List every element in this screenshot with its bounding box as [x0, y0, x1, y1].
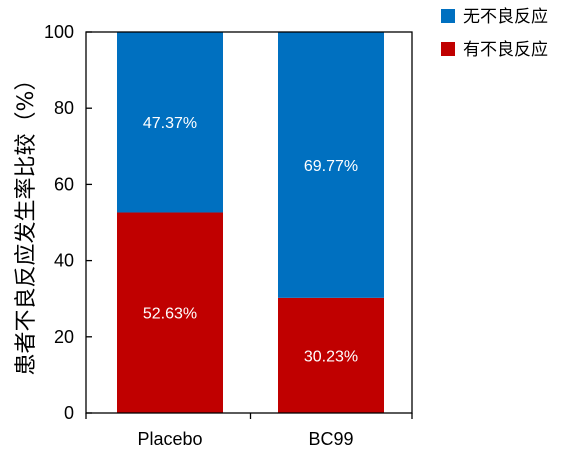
bar-placebo-series-0 — [117, 212, 223, 413]
data-label: 69.77% — [304, 158, 358, 175]
legend-label: 有不良反应 — [463, 40, 548, 60]
y-tick-label: 0 — [64, 403, 74, 423]
y-tick-label: 100 — [44, 22, 74, 42]
y-tick-label: 80 — [54, 98, 74, 118]
x-category-label: Placebo — [137, 429, 202, 449]
data-label: 30.23% — [304, 348, 358, 365]
axes: 0 20 40 60 80 100 Placebo BC99 — [44, 22, 413, 449]
x-category-label: BC99 — [308, 429, 353, 449]
bar-placebo-series-1 — [117, 32, 223, 213]
bar-bc99-series-1 — [278, 32, 384, 298]
legend-swatch — [441, 9, 455, 23]
data-label: 52.63% — [143, 306, 197, 323]
plot-frame — [85, 31, 413, 414]
bar-bc99-series-0 — [278, 297, 384, 413]
y-axis-label: 患者不良反应发生率比较（%） — [14, 69, 39, 376]
y-tick-label: 60 — [54, 174, 74, 194]
data-label: 47.37% — [143, 115, 197, 132]
y-tick-label: 40 — [54, 251, 74, 271]
legend-label: 无不良反应 — [463, 7, 548, 27]
legend-swatch — [441, 42, 455, 56]
y-tick-label: 20 — [54, 327, 74, 347]
plot-area: 52.63% 47.37% 30.23% 69.77% — [117, 32, 384, 413]
